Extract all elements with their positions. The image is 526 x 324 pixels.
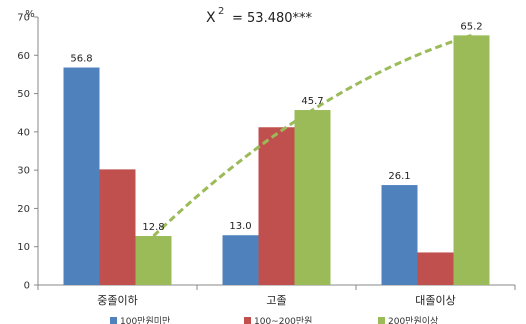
bar-2-3 xyxy=(417,252,454,285)
chart-title-superscript: 2 xyxy=(218,6,224,17)
y-tick-label: 10 xyxy=(17,242,30,253)
y-tick-label: 50 xyxy=(17,89,30,100)
y-tick-label: 70 xyxy=(17,13,30,24)
data-label: 13.0 xyxy=(229,221,251,232)
bar-2-2 xyxy=(258,127,295,286)
chart-title-value: = 53.480*** xyxy=(232,11,313,26)
bar-1-1 xyxy=(63,67,100,285)
trend-line xyxy=(152,33,472,238)
bar-3-2 xyxy=(294,110,331,285)
data-label: 12.8 xyxy=(142,222,164,233)
legend-swatch-3 xyxy=(378,317,385,324)
legend-swatch-1 xyxy=(110,317,117,324)
y-tick-label: 0 xyxy=(24,281,30,292)
data-label: 26.1 xyxy=(388,171,410,182)
bar-1-3 xyxy=(381,185,418,285)
bar-2-1 xyxy=(99,169,136,285)
legend-label-2: 100~200만원 xyxy=(254,316,312,324)
bar-3-3 xyxy=(453,35,490,286)
legend-label-3: 200만원이상 xyxy=(388,316,438,324)
bar-1-2 xyxy=(222,235,259,285)
x-category-label: 고졸 xyxy=(266,294,286,307)
chart-title-symbol: X xyxy=(206,10,216,26)
data-label: 65.2 xyxy=(460,21,482,32)
bar-3-1 xyxy=(135,235,172,285)
y-tick-label: 60 xyxy=(17,51,30,62)
legend-swatch-2 xyxy=(244,317,251,324)
y-unit-label: % xyxy=(25,9,35,20)
data-label: 45.7 xyxy=(301,96,323,107)
x-category-label: 대졸이상 xyxy=(415,294,455,307)
y-tick-label: 20 xyxy=(17,204,30,215)
y-tick-label: 40 xyxy=(17,127,30,138)
y-tick-label: 30 xyxy=(17,166,30,177)
legend-label-1: 100만원미만 xyxy=(120,316,170,324)
data-label: 56.8 xyxy=(70,54,92,65)
x-category-label: 중졸이하 xyxy=(97,293,137,307)
